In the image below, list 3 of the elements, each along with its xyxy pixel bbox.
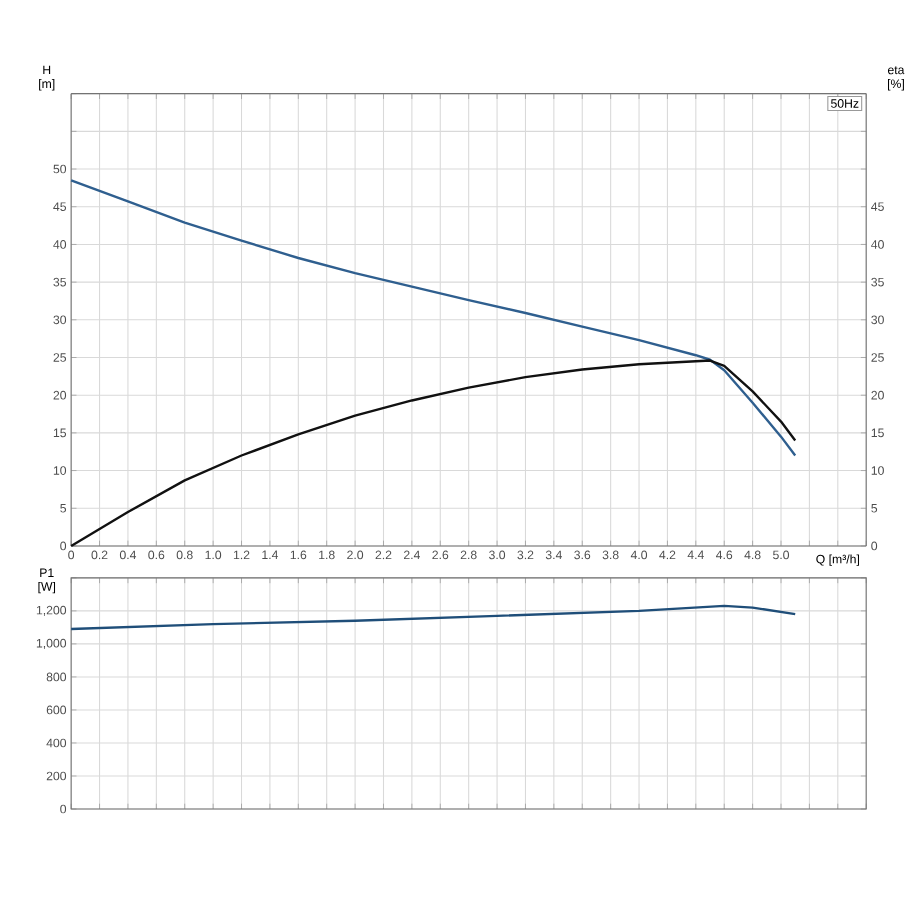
line-series [69, 604, 797, 630]
line-series [69, 359, 797, 547]
line-series [69, 178, 797, 457]
